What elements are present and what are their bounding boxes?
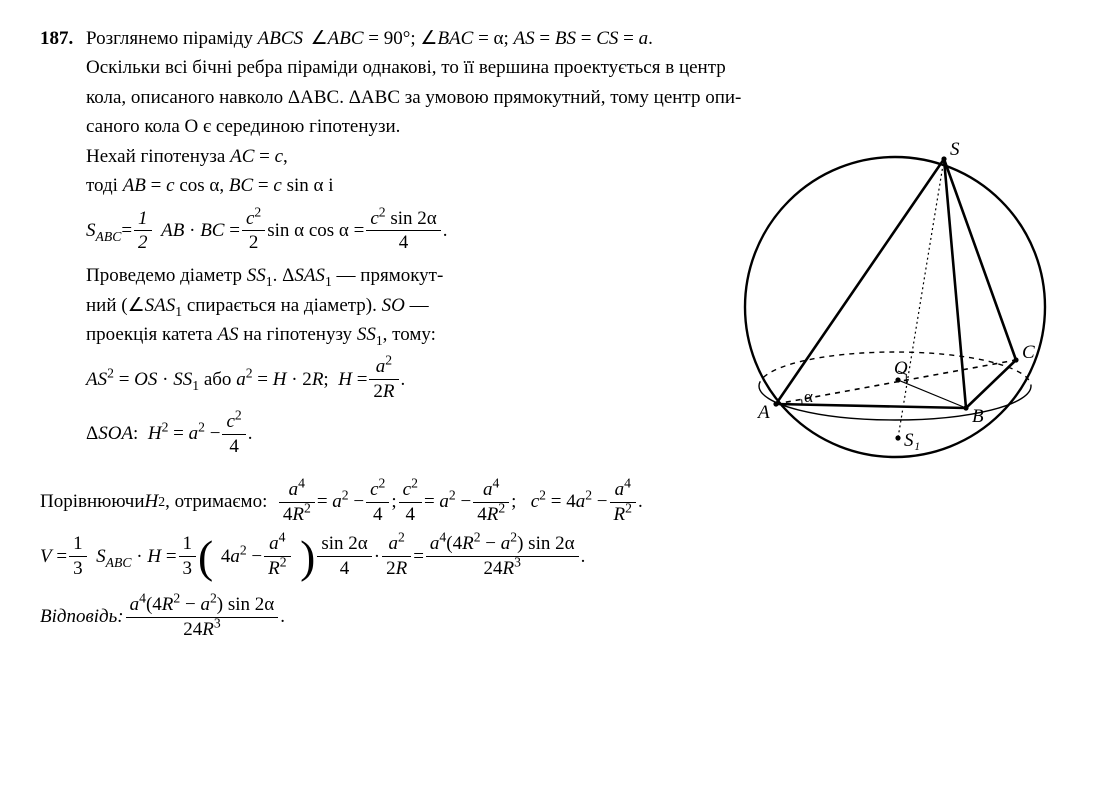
f1n: 1 (134, 207, 152, 232)
as2-fn: a2 (369, 355, 398, 380)
v-f1d: 3 (69, 557, 87, 581)
c-f3d: 4 (399, 503, 422, 527)
v-f2d: 3 (179, 557, 197, 581)
para1-l3: саного кола O є серединою гіпотенузи. (86, 112, 1060, 141)
svg-text:S: S (950, 142, 960, 160)
ans-fn: a4(4R2 − a2) sin 2α (126, 593, 279, 618)
v-f4d: 2R (382, 557, 411, 581)
svg-text:A: A (756, 402, 770, 423)
f3d: 4 (366, 231, 440, 255)
c-f2n: c2 (366, 478, 389, 503)
f1d: 2 (134, 231, 152, 255)
c-f5d: R2 (610, 503, 636, 527)
c-f5n: a4 (610, 478, 636, 503)
v-dot: . (581, 542, 586, 571)
v-f1n: 1 (69, 532, 87, 557)
c-f4n: a4 (473, 478, 509, 503)
v-pin: a4 (264, 532, 290, 557)
v-f3d: 4 (317, 557, 371, 581)
f2n: c2 (242, 207, 265, 232)
v-f2n: 1 (179, 532, 197, 557)
problem-number: 187. (40, 24, 86, 53)
f3n: c2 sin 2α (366, 207, 440, 232)
hypotenuse-line: Нехай гіпотенуза AC = c, (86, 142, 710, 171)
dot: . (443, 216, 448, 245)
svg-text:α: α (804, 387, 813, 406)
c-f1n: a4 (279, 478, 315, 503)
svg-text:C: C (1022, 342, 1035, 363)
diagram: S A B C O S₁ α (730, 142, 1060, 472)
v-eq2: = (413, 542, 424, 571)
volume-formula: V = 13 SABC · H = 13 ( 4a2 − a4R2 ) sin … (40, 532, 1060, 581)
as2-fd: 2R (369, 380, 398, 404)
v-dot1: · (374, 542, 380, 571)
c-f2d: 4 (366, 503, 389, 527)
v-pid: R2 (264, 557, 290, 581)
as2-dot: . (401, 365, 406, 394)
line1: Розглянемо піраміду ABCS∠ABC = 90°; ∠BAC… (86, 24, 1060, 53)
soa-fd: 4 (222, 435, 245, 459)
v-ssub: ABC (106, 555, 132, 570)
soa-dot: . (248, 419, 253, 448)
svg-text:O: O (894, 358, 908, 379)
para1-l1: Оскільки всі бічні ребра піраміди однако… (86, 53, 1060, 82)
v-f5d: 24R3 (426, 557, 579, 581)
v-f4n: a2 (382, 532, 411, 557)
ans-dot: . (280, 602, 285, 631)
c-f4d: 4R2 (473, 503, 509, 527)
compare-formula: Порівнюючи H2, отримаємо: a44R2 = a2 − c… (40, 478, 1060, 527)
para1-l2: кола, описаного навколо ΔABC. ΔABC за ум… (86, 83, 1060, 112)
soa-fn: c2 (222, 410, 245, 435)
para1: Оскільки всі бічні ребра піраміди однако… (86, 53, 1060, 141)
s-label: S (86, 220, 96, 241)
eq: = (121, 216, 132, 245)
svg-text:S₁: S₁ (904, 430, 920, 451)
answer: Відповідь: a4(4R2 − a2) sin 2α24R3 . (40, 593, 1060, 642)
soa-formula: ΔSOA: H2 = a2 − c24 . (86, 410, 710, 459)
svg-text:B: B (972, 406, 984, 427)
f2d: 2 (242, 231, 265, 255)
diam-para: Проведемо діаметр SS1. ΔSAS1 — прямокут-… (86, 261, 710, 349)
v-f3n: sin 2α (317, 532, 371, 557)
v-f5n: a4(4R2 − a2) sin 2α (426, 532, 579, 557)
mid2: sin α cos α = (267, 216, 364, 245)
answer-label: Відповідь: (40, 602, 124, 631)
then-line: тоді AB = c cos α, BC = c sin α і (86, 171, 710, 200)
c-f1d: 4R2 (279, 503, 315, 527)
c-s1: ; (391, 487, 396, 516)
s-abc-formula: SABC = 12 AB · BC = c22 sin α cos α = c2… (86, 207, 710, 256)
mid1: AB · BC = (154, 216, 240, 245)
s-sub: ABC (96, 229, 122, 244)
c-f3n: c2 (399, 478, 422, 503)
c-dot: . (638, 487, 643, 516)
as2-formula: AS2 = OS · SS1 або a2 = H · 2R; H = a22R… (86, 355, 710, 404)
ans-fd: 24R3 (126, 618, 279, 642)
